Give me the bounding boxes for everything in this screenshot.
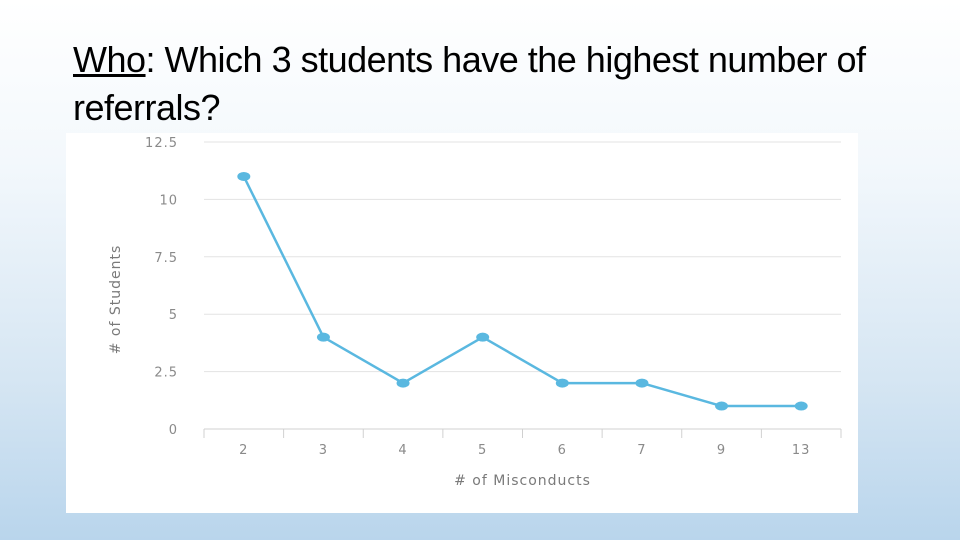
slide-title: Who: Which 3 students have the highest n… — [73, 36, 913, 132]
x-tick-label: 3 — [319, 443, 328, 458]
data-point — [316, 332, 330, 342]
x-tick-label: 6 — [558, 443, 567, 458]
x-tick-label: 5 — [478, 443, 487, 458]
x-tick-label: 13 — [792, 443, 811, 458]
y-tick-label: 12.5 — [145, 136, 178, 151]
x-tick-label: 2 — [239, 443, 248, 458]
data-point — [555, 378, 569, 388]
chart-panel: 0 2.5 5 7.5 10 12.5 2 3 4 5 6 7 9 13 # of Misconducts #… — [66, 133, 858, 513]
y-tick-label: 5 — [169, 308, 178, 323]
y-tick-label: 0 — [169, 423, 178, 438]
y-tick-label: 7.5 — [154, 251, 178, 266]
x-tick-label: 7 — [637, 443, 646, 458]
data-point — [794, 401, 808, 411]
data-point — [476, 332, 490, 342]
data-point — [237, 171, 251, 181]
data-point — [635, 378, 649, 388]
data-point — [715, 401, 729, 411]
x-tick-label: 4 — [398, 443, 407, 458]
y-tick-label: 2.5 — [154, 366, 178, 381]
series-line — [242, 175, 802, 408]
x-tick-label: 9 — [717, 443, 726, 458]
title-question: Which 3 students have the highest number… — [73, 39, 866, 128]
line-chart: 0 2.5 5 7.5 10 12.5 2 3 4 5 6 7 9 13 # of Misconducts #… — [108, 136, 842, 489]
y-axis-title: # of Students — [108, 245, 124, 355]
title-colon: : — [145, 39, 156, 80]
data-point — [396, 378, 410, 388]
x-axis-title: # of Misconducts — [454, 473, 591, 489]
y-tick-label: 10 — [159, 193, 178, 208]
title-lead: Who — [73, 39, 146, 80]
